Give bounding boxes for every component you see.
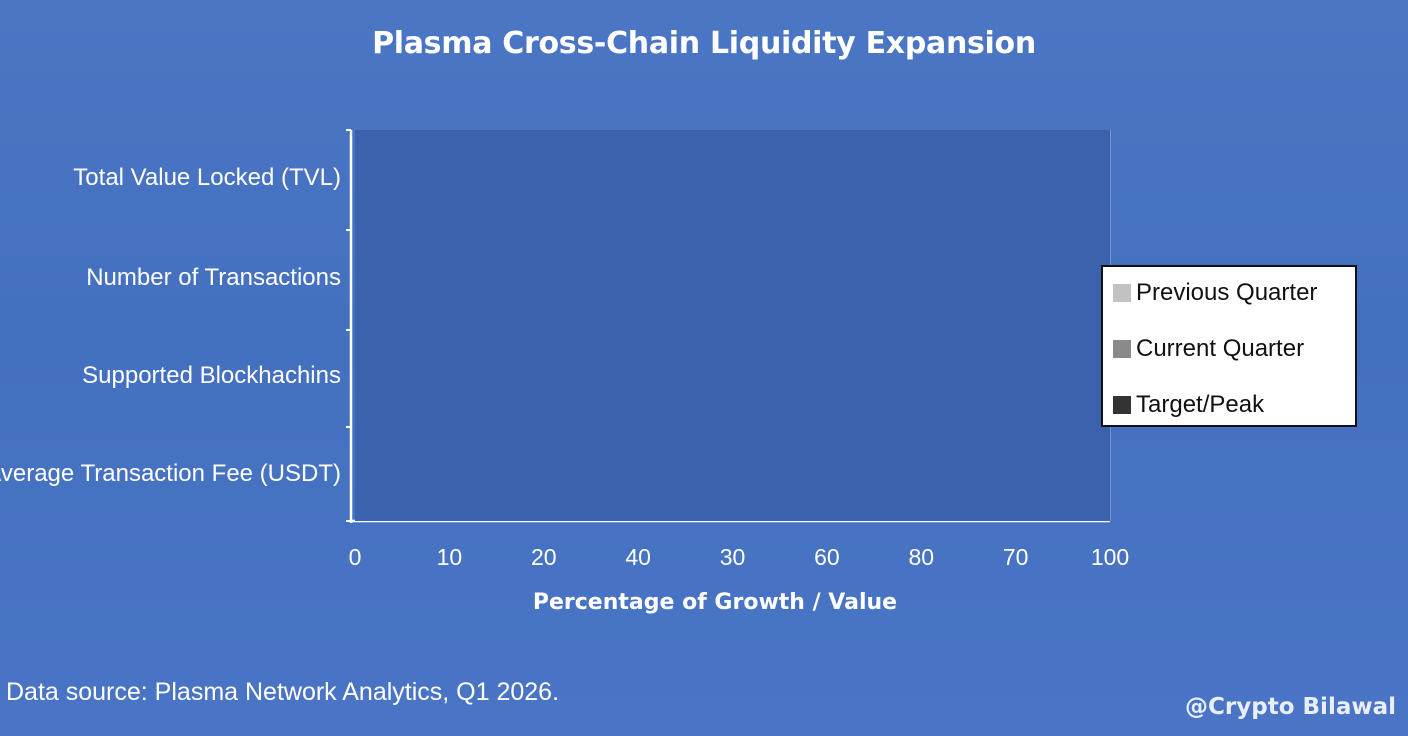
legend-item-target: Target/Peak	[1113, 390, 1264, 420]
data-source-note: Data source: Plasma Network Analytics, Q…	[6, 678, 560, 706]
legend-swatch-current	[1113, 340, 1131, 358]
x-axis-label: Percentage of Growth / Value	[532, 590, 898, 615]
x-tick-label: 0	[349, 544, 362, 570]
legend-label-target: Target/Peak	[1136, 391, 1265, 418]
x-tick-label: 80	[908, 544, 934, 570]
x-tick-label: 60	[814, 544, 840, 570]
legend-label-current: Current Quarter	[1136, 335, 1305, 362]
x-tick-label: 100	[1091, 544, 1129, 570]
x-tick-label: 20	[531, 544, 557, 570]
x-tick-label: 10	[437, 544, 463, 570]
legend-item-current: Current Quarter	[1113, 334, 1304, 364]
chart-legend: Previous Quarter Current Quarter Target/…	[1101, 265, 1357, 427]
watermark: @Crypto Bilawal	[1185, 694, 1396, 720]
x-tick-label: 70	[1003, 544, 1029, 570]
x-tick-label: 30	[720, 544, 746, 570]
legend-swatch-target	[1113, 396, 1131, 414]
x-tick-label: 40	[625, 544, 651, 570]
chart-title: Plasma Cross-Chain Liquidity Expansion	[372, 26, 1036, 61]
legend-swatch-previous	[1113, 284, 1131, 302]
category-label: Average Transaction Fee (USDT)	[0, 460, 341, 487]
category-labels: Total Value Locked (TVL) Number of Transa…	[0, 164, 341, 487]
category-label: Total Value Locked (TVL)	[73, 164, 341, 191]
x-tick-labels: 0 10 20 40 30 60 80 70 100	[349, 544, 1130, 570]
category-label: Supported Blockhachins	[82, 362, 341, 389]
category-label: Number of Transactions	[86, 264, 341, 291]
legend-label-previous: Previous Quarter	[1136, 279, 1318, 306]
legend-item-previous: Previous Quarter	[1113, 278, 1317, 308]
